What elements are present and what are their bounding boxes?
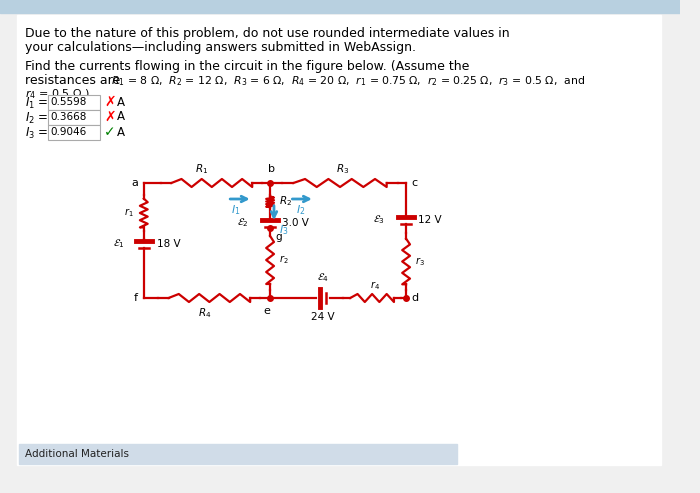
Text: Due to the nature of this problem, do not use rounded intermediate values in: Due to the nature of this problem, do no…: [25, 27, 510, 40]
Text: your calculations—including answers submitted in WebAssign.: your calculations—including answers subm…: [25, 41, 416, 54]
Text: ✗: ✗: [104, 110, 116, 124]
Text: ✓: ✓: [104, 125, 116, 139]
Text: 12 V: 12 V: [418, 215, 442, 225]
Text: A: A: [117, 126, 125, 139]
Text: 3.0 V: 3.0 V: [281, 218, 309, 228]
Text: Find the currents flowing in the circuit in the figure below. (Assume the: Find the currents flowing in the circuit…: [25, 60, 470, 73]
Bar: [0, 0, 680, 13]
Text: $\mathcal{E}_1$: $\mathcal{E}_1$: [113, 238, 125, 250]
Text: $R_4$: $R_4$: [198, 306, 211, 320]
Text: c: c: [411, 178, 417, 188]
Text: ✗: ✗: [104, 95, 116, 109]
Text: $\mathcal{E}_2$: $\mathcal{E}_2$: [237, 216, 248, 229]
Text: $I_1$ =: $I_1$ =: [25, 96, 49, 111]
FancyBboxPatch shape: [48, 125, 99, 140]
Text: $R_3$: $R_3$: [336, 162, 349, 176]
Text: b: b: [267, 164, 274, 174]
Text: 24 V: 24 V: [311, 312, 335, 322]
Text: $R_1$ = 8 Ω,  $R_2$ = 12 Ω,  $R_3$ = 6 Ω,  $R_4$ = 20 Ω,  $r_1$ = 0.75 Ω,  $r_2$: $R_1$ = 8 Ω, $R_2$ = 12 Ω, $R_3$ = 6 Ω, …: [111, 74, 584, 88]
Text: $\mathcal{E}_3$: $\mathcal{E}_3$: [373, 213, 385, 226]
FancyBboxPatch shape: [48, 95, 99, 109]
Text: $I_3$ =: $I_3$ =: [25, 126, 49, 141]
Text: resistances are: resistances are: [25, 74, 125, 87]
Text: $\mathcal{E}_4$: $\mathcal{E}_4$: [316, 271, 328, 284]
FancyBboxPatch shape: [48, 109, 99, 125]
Text: A: A: [117, 110, 125, 124]
Text: 0.3668: 0.3668: [50, 112, 87, 122]
Text: Additional Materials: Additional Materials: [25, 449, 130, 459]
Text: $I_2$ =: $I_2$ =: [25, 111, 49, 126]
Text: $r_2$: $r_2$: [279, 253, 288, 266]
Text: 0.5598: 0.5598: [50, 97, 87, 107]
Text: $r_3$: $r_3$: [415, 255, 425, 268]
Text: g: g: [275, 232, 281, 242]
Text: $R_1$: $R_1$: [195, 162, 209, 176]
Text: $R_2$: $R_2$: [279, 195, 292, 209]
Text: f: f: [134, 293, 138, 303]
Text: $I_3$: $I_3$: [279, 223, 288, 237]
Text: a: a: [131, 178, 138, 188]
Text: 18 V: 18 V: [158, 239, 181, 249]
Text: $I_2$: $I_2$: [297, 203, 306, 217]
Text: e: e: [264, 306, 271, 316]
Text: $r_1$: $r_1$: [125, 207, 134, 219]
Text: $r_4$ = 0.5 Ω.): $r_4$ = 0.5 Ω.): [25, 87, 90, 101]
Text: d: d: [411, 293, 418, 303]
Text: A: A: [117, 96, 125, 108]
Text: $r_4$: $r_4$: [370, 279, 379, 292]
Bar: [20, 444, 456, 464]
Text: 0.9046: 0.9046: [50, 127, 87, 137]
Text: $I_1$: $I_1$: [231, 203, 241, 217]
